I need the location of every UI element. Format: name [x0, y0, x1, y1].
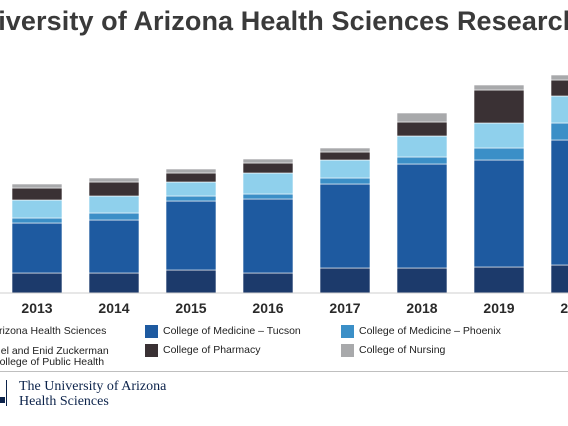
bar-segment-2014-college-of-medicine-phoenix [88, 212, 140, 221]
legend-label-medicine-tucson: College of Medicine – Tucson [163, 325, 301, 337]
bar-segment-2019-arizona-health-sciences [473, 266, 525, 294]
bar-segment-2013-college-of-pharmacy [11, 187, 63, 201]
bar-segment-2019-college-of-pharmacy [473, 89, 525, 124]
bar-segment-2016-college-of-nursing [242, 158, 294, 164]
x-tick-label-2016: 2016 [252, 300, 283, 316]
bar-segment-2018-college-of-nursing [396, 112, 448, 123]
bar-segment-2017-college-of-nursing [319, 147, 371, 153]
bar-segment-2020-college-of-nursing [550, 74, 568, 81]
x-tick-label-2018: 2018 [406, 300, 437, 316]
bar-segment-2016-college-of-medicine-tucson [242, 198, 294, 274]
x-tick-label-2013: 2013 [21, 300, 52, 316]
legend-label-public-health-line2: College of Public Health [0, 356, 105, 368]
legend: Arizona Health Sciences College of Medic… [0, 318, 568, 368]
bar-segment-2014-mel-and-enid-zuckerman-college-of-public-health [88, 195, 140, 214]
bar-segment-2015-college-of-medicine-tucson [165, 200, 217, 271]
legend-label-medicine-phoenix: College of Medicine – Phoenix [359, 325, 501, 337]
bar-segment-2017-college-of-medicine-tucson [319, 183, 371, 269]
bar-segment-2016-college-of-pharmacy [242, 162, 294, 174]
bar-segment-2019-college-of-medicine-tucson [473, 159, 525, 268]
bar-segment-2018-mel-and-enid-zuckerman-college-of-public-health [396, 135, 448, 158]
legend-label-public-health: Mel and Enid Zuckerman College of Public… [0, 346, 109, 368]
legend-swatch-medicine-phoenix [341, 325, 354, 338]
logo-mark-icon [0, 380, 6, 406]
bar-segment-2013-college-of-nursing [11, 183, 63, 189]
legend-swatch-nursing [341, 344, 354, 357]
logo-divider [6, 380, 7, 406]
bar-segment-2018-college-of-medicine-phoenix [396, 156, 448, 165]
x-tick-label-2014: 2014 [98, 300, 129, 316]
bar-segment-2018-college-of-pharmacy [396, 121, 448, 137]
bar-segment-2017-college-of-pharmacy [319, 151, 371, 161]
bar-segment-2015-arizona-health-sciences [165, 269, 217, 294]
bar-segment-2019-college-of-medicine-phoenix [473, 147, 525, 161]
bar-segment-2020-arizona-health-sciences [550, 264, 568, 294]
bar-segment-2018-arizona-health-sciences [396, 267, 448, 294]
bar-segment-2019-mel-and-enid-zuckerman-college-of-public-health [473, 122, 525, 149]
bar-segment-2014-arizona-health-sciences [88, 272, 140, 294]
bar-segment-2013-arizona-health-sciences [11, 272, 63, 294]
bar-segment-2015-college-of-pharmacy [165, 172, 217, 183]
bar-segment-2020-mel-and-enid-zuckerman-college-of-public-health [550, 95, 568, 124]
bar-segment-2020-college-of-medicine-tucson [550, 139, 568, 266]
bar-segment-2020-college-of-medicine-phoenix [550, 122, 568, 141]
bar-segment-2015-college-of-nursing [165, 168, 217, 174]
bar-segment-2017-college-of-medicine-phoenix [319, 177, 371, 185]
bar-segment-2015-mel-and-enid-zuckerman-college-of-public-health [165, 181, 217, 197]
legend-label-nursing: College of Nursing [359, 344, 446, 356]
x-tick-labels: 2013 2014 2015 2016 2017 2018 2019 2020 [21, 300, 568, 316]
x-tick-label-2020: 2020 [560, 300, 568, 316]
bar-segment-2016-arizona-health-sciences [242, 272, 294, 294]
logo-text-university: The University of Arizona [19, 379, 167, 394]
bar-segment-2014-college-of-nursing [88, 177, 140, 183]
bar-segment-2018-college-of-medicine-tucson [396, 163, 448, 269]
bar-segment-2019-college-of-nursing [473, 84, 525, 91]
x-tick-label-2019: 2019 [483, 300, 514, 316]
bar-segment-2013-mel-and-enid-zuckerman-college-of-public-health [11, 199, 63, 219]
bar-segment-2014-college-of-pharmacy [88, 181, 140, 197]
stacked-bar-chart: 2013 2014 2015 2016 2017 2018 2019 2020 [0, 74, 568, 316]
legend-label-public-health-line1: Mel and Enid Zuckerman [0, 345, 109, 357]
bar-segment-2016-mel-and-enid-zuckerman-college-of-public-health [242, 172, 294, 195]
legend-label-arizona-health-sciences: Arizona Health Sciences [0, 325, 107, 337]
bar-segment-2013-college-of-medicine-phoenix [11, 217, 63, 224]
bars-group [11, 74, 568, 294]
legend-swatch-pharmacy [145, 344, 158, 357]
logo-text-health-sciences: Health Sciences [19, 394, 109, 409]
legend-swatch-medicine-tucson [145, 325, 158, 338]
footer-divider [0, 371, 568, 372]
bar-segment-2015-college-of-medicine-phoenix [165, 195, 217, 202]
bar-segment-2014-college-of-medicine-tucson [88, 219, 140, 274]
x-tick-label-2017: 2017 [329, 300, 360, 316]
x-tick-label-2015: 2015 [175, 300, 206, 316]
bar-segment-2020-college-of-pharmacy [550, 79, 568, 97]
legend-label-pharmacy: College of Pharmacy [163, 344, 261, 356]
chart-title: University of Arizona Health Sciences Re… [0, 6, 568, 36]
bar-segment-2017-arizona-health-sciences [319, 267, 371, 294]
university-logo: The University of Arizona Health Science… [0, 376, 182, 410]
bar-segment-2017-mel-and-enid-zuckerman-college-of-public-health [319, 159, 371, 179]
bar-segment-2013-college-of-medicine-tucson [11, 222, 63, 274]
bar-segment-2016-college-of-medicine-phoenix [242, 193, 294, 200]
